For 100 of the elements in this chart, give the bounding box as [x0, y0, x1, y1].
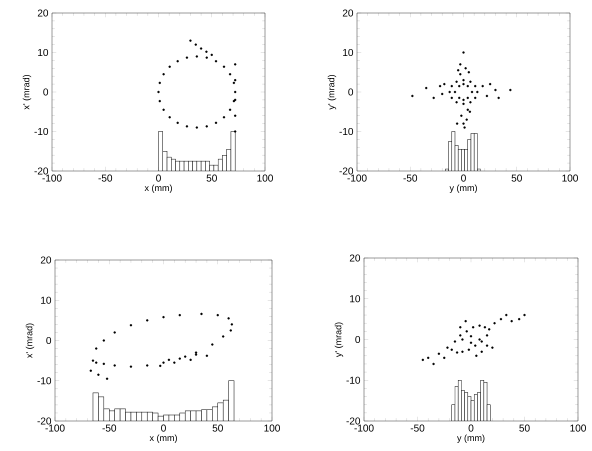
y-tick-label: 20 [38, 9, 48, 17]
point [488, 328, 490, 331]
point [162, 361, 165, 364]
point [214, 60, 218, 62]
point [90, 369, 92, 372]
y-tick-label: 0 [348, 88, 354, 96]
y-axis-title: x' (mrad) [26, 323, 34, 358]
point [186, 125, 188, 128]
y-tick-label: -10 [37, 377, 52, 384]
y-tick-label: 20 [350, 254, 360, 262]
point [189, 358, 192, 362]
x-tick-label: 100 [562, 174, 578, 182]
point [459, 334, 462, 337]
y-tick-label: -20 [34, 167, 48, 175]
point [486, 94, 488, 98]
point [463, 126, 466, 129]
point [459, 63, 462, 66]
point [446, 346, 449, 349]
y-tick-label: -20 [339, 167, 354, 175]
x-tick-label: -50 [410, 424, 424, 432]
point [478, 324, 481, 327]
x-tick-label: -100 [347, 174, 367, 182]
point [200, 47, 202, 50]
point [486, 344, 488, 347]
x-tick-label: 50 [206, 174, 217, 182]
point [102, 339, 106, 342]
point [411, 94, 414, 98]
point [130, 365, 132, 368]
point [476, 90, 479, 94]
x-tick-label: 0 [461, 174, 466, 182]
y-tick-label: 0 [43, 88, 48, 96]
y-tick-label: 0 [46, 336, 52, 344]
point [464, 320, 467, 322]
x-tick-label: 100 [264, 424, 280, 432]
point [494, 88, 497, 92]
y-tick-label: -20 [346, 417, 360, 425]
point [234, 130, 236, 133]
point [168, 358, 170, 362]
point [448, 90, 451, 94]
point [486, 334, 488, 337]
point [214, 122, 218, 124]
y-axis-title: x' (mrad) [22, 74, 32, 110]
point [200, 312, 203, 316]
point [461, 338, 464, 341]
point [456, 122, 458, 125]
x-tick-label: -100 [354, 424, 374, 432]
x-axis-title: y (mm) [450, 184, 477, 193]
point [234, 90, 236, 94]
point [211, 343, 214, 346]
point [481, 84, 484, 88]
y-tick-label: -10 [34, 128, 48, 136]
y-tick-label: 10 [41, 296, 52, 304]
x-tick-label: -100 [45, 424, 65, 432]
point [176, 122, 179, 124]
x-tick-label: -50 [98, 174, 112, 182]
x-axis-title: y (mm) [457, 434, 484, 443]
point [422, 358, 424, 362]
point [162, 316, 165, 318]
point [478, 338, 481, 341]
y-axis-title: y' (mrad) [328, 74, 336, 110]
x-tick-label: 0 [468, 424, 474, 432]
point [438, 84, 442, 88]
point [497, 96, 500, 100]
point [194, 351, 198, 354]
point [113, 331, 116, 334]
y-tick-label: 10 [350, 295, 360, 302]
point [113, 364, 116, 367]
x-tick-label: -50 [102, 424, 116, 432]
point [189, 39, 192, 42]
point [456, 351, 458, 354]
x-tick-label: 50 [512, 174, 522, 182]
point [194, 353, 198, 356]
point [157, 90, 160, 94]
y-tick-label: -10 [339, 128, 354, 136]
x-axis-title: x (mm) [144, 184, 172, 193]
point [432, 362, 435, 366]
x-tick-label: 100 [257, 174, 273, 182]
y-tick-label: -10 [346, 376, 360, 384]
point [518, 318, 520, 320]
y-tick-label: -20 [37, 417, 52, 425]
point [509, 88, 512, 92]
x-tick-label: 50 [212, 424, 223, 432]
point [230, 323, 234, 326]
y-tick-label: 0 [355, 336, 360, 344]
x-tick-label: 0 [156, 174, 161, 182]
x-tick-label: -100 [42, 174, 62, 182]
point [234, 63, 236, 66]
point [227, 317, 230, 320]
point [196, 126, 198, 129]
y-tick-label: 10 [343, 48, 354, 56]
x-tick-label: -50 [403, 174, 418, 182]
point [186, 56, 188, 59]
x-tick-label: 100 [570, 424, 586, 432]
x-tick-label: 50 [519, 424, 530, 432]
point [176, 60, 179, 62]
point [173, 361, 176, 364]
y-axis-title: y' (mrad) [334, 322, 344, 358]
point [234, 78, 236, 82]
x-axis-title: x (mm) [150, 434, 177, 443]
y-tick-label: 20 [342, 9, 354, 17]
